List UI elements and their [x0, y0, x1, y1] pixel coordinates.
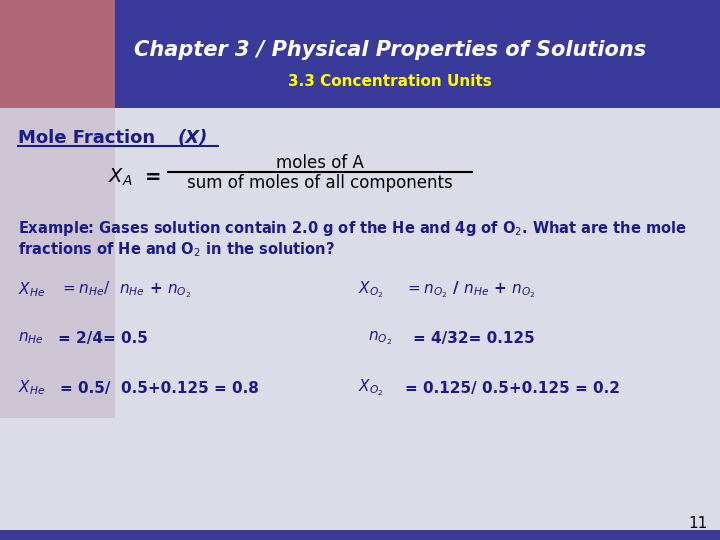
- Bar: [0, 0, 720, 108]
- Text: $= n_{O_2}$ / $n_{He}$ + $n_{O_2}$: $= n_{O_2}$ / $n_{He}$ + $n_{O_2}$: [405, 280, 536, 300]
- Text: $X_{He}$: $X_{He}$: [18, 281, 45, 299]
- Text: fractions of He and O$_2$ in the solution?: fractions of He and O$_2$ in the solutio…: [18, 241, 335, 259]
- Text: (X): (X): [178, 129, 208, 147]
- Text: $X_A$: $X_A$: [108, 166, 132, 187]
- Text: $n_{O_2}$: $n_{O_2}$: [368, 329, 392, 347]
- Text: = 4/32= 0.125: = 4/32= 0.125: [413, 330, 535, 346]
- Text: 11: 11: [688, 516, 708, 531]
- Text: 3.3 Concentration Units: 3.3 Concentration Units: [288, 75, 492, 90]
- Text: sum of moles of all components: sum of moles of all components: [187, 174, 453, 192]
- Text: = 0.125/ 0.5+0.125 = 0.2: = 0.125/ 0.5+0.125 = 0.2: [405, 381, 620, 395]
- Text: = 2/4= 0.5: = 2/4= 0.5: [58, 330, 148, 346]
- Text: Chapter 3 / Physical Properties of Solutions: Chapter 3 / Physical Properties of Solut…: [134, 40, 646, 60]
- Text: moles of A: moles of A: [276, 154, 364, 172]
- Bar: [0, 108, 115, 418]
- Text: $X_{He}$: $X_{He}$: [18, 379, 45, 397]
- Text: $X_{O_2}$: $X_{O_2}$: [358, 377, 384, 399]
- Bar: [0, 0, 115, 108]
- Text: $X_{O_2}$: $X_{O_2}$: [358, 280, 384, 300]
- Text: =: =: [145, 167, 161, 186]
- Text: Mole Fraction: Mole Fraction: [18, 129, 161, 147]
- Text: $n_{He}$: $n_{He}$: [18, 330, 44, 346]
- Text: Example: Gases solution contain 2.0 g of the He and 4g of O$_2$. What are the mo: Example: Gases solution contain 2.0 g of…: [18, 219, 687, 238]
- Bar: [0, 108, 720, 540]
- Text: = 0.5/  0.5+0.125 = 0.8: = 0.5/ 0.5+0.125 = 0.8: [60, 381, 259, 395]
- Text: $= n_{He}/$  $n_{He}$ + $n_{O_2}$: $= n_{He}/$ $n_{He}$ + $n_{O_2}$: [60, 280, 192, 300]
- Bar: [0, 530, 720, 540]
